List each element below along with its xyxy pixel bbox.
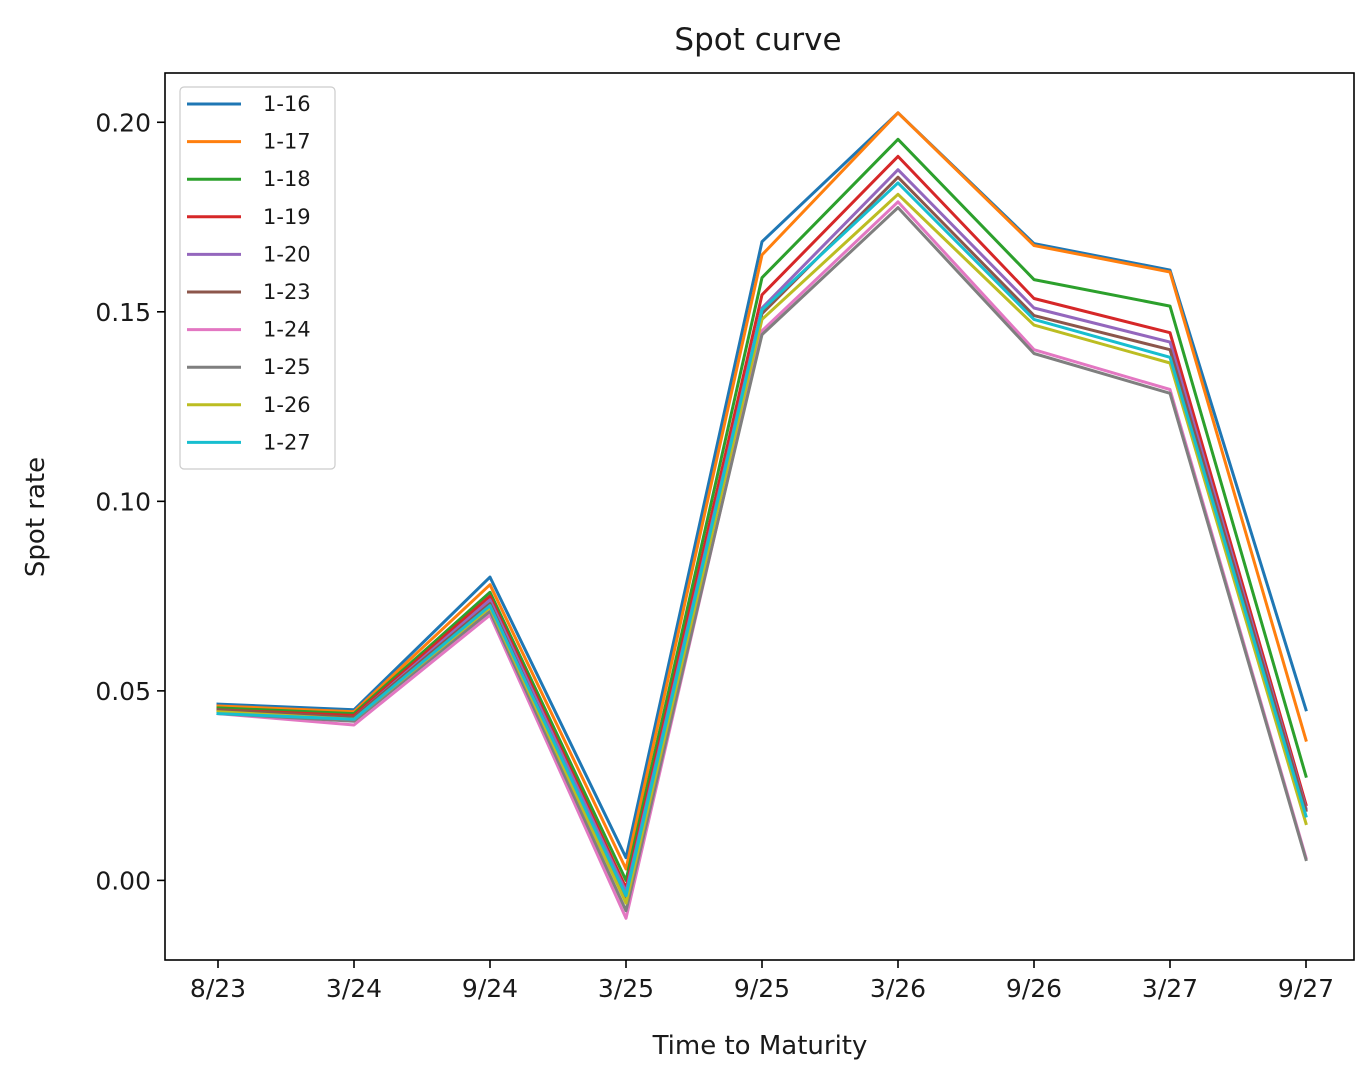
- x-tick-label: 9/25: [734, 974, 790, 1003]
- series-line-1-25: [216, 206, 1308, 913]
- legend-items: 1-16 1-17 1-18 1-19 1-20 1-23 1-24 1-25 1-26 1-27: [187, 92, 311, 454]
- legend-label: 1-25: [263, 355, 311, 379]
- x-tick-label: 9/24: [462, 974, 518, 1003]
- x-tick-label: 9/27: [1278, 974, 1334, 1003]
- x-tick-label: 3/26: [870, 974, 926, 1003]
- legend-label: 1-26: [263, 393, 311, 417]
- series-line-1-23: [216, 175, 1308, 899]
- x-tick-label: 9/26: [1006, 974, 1062, 1003]
- x-tick-label: 3/25: [598, 974, 654, 1003]
- x-tick-label: 3/24: [326, 974, 382, 1003]
- y-tick-label: 0.10: [95, 487, 151, 516]
- plot-frame: [164, 72, 1355, 961]
- legend-label: 1-27: [263, 430, 311, 454]
- y-tick-label: 0.20: [95, 108, 151, 137]
- x-axis-title: Time to Maturity: [652, 1031, 868, 1061]
- legend-label: 1-24: [263, 318, 311, 342]
- series-line-1-18: [216, 137, 1308, 882]
- series-line-1-16: [216, 111, 1308, 860]
- legend-box: [179, 86, 336, 470]
- legend-label: 1-18: [263, 167, 311, 191]
- legend-label: 1-16: [263, 92, 311, 116]
- series-line-1-27: [216, 181, 1308, 898]
- legend: 1-16 1-17 1-18 1-19 1-20 1-23 1-24 1-25 1-26 1-27: [179, 86, 336, 470]
- y-tick-label: 0.15: [95, 298, 151, 327]
- y-tick-label: 0.05: [95, 677, 151, 706]
- y-axis: 0.00 0.05 0.10 0.15 0.20: [95, 108, 165, 895]
- y-tick-label: 0.00: [95, 866, 151, 895]
- x-axis: 8/23 3/24 9/24 3/25 9/25 3/26 9/26 3/27 9/27: [190, 960, 1334, 1003]
- series-line-1-17: [216, 111, 1308, 871]
- y-axis-title: Spot rate: [21, 457, 51, 577]
- legend-label: 1-23: [263, 280, 311, 304]
- chart-title: Spot curve: [674, 22, 841, 58]
- x-tick-label: 8/23: [190, 974, 246, 1003]
- legend-label: 1-17: [263, 130, 311, 154]
- series-line-1-19: [216, 154, 1308, 890]
- series-line-1-24: [216, 200, 1308, 920]
- legend-label: 1-19: [263, 205, 311, 229]
- legend-label: 1-20: [263, 242, 311, 266]
- x-tick-label: 3/27: [1142, 974, 1198, 1003]
- plot-lines: [216, 111, 1308, 920]
